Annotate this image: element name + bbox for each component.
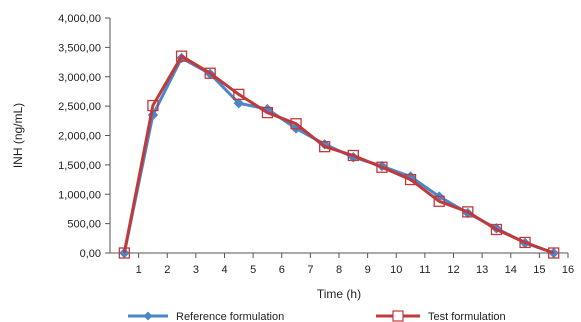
data-point-test xyxy=(118,247,130,259)
x-tick-label: 10 xyxy=(390,264,402,276)
x-tick-label: 4 xyxy=(221,264,227,276)
legend: Reference formulation Test formulation xyxy=(128,310,506,322)
data-point-test xyxy=(376,161,388,173)
x-tick-label: 2 xyxy=(164,264,170,276)
legend-label-test: Test formulation xyxy=(428,311,506,322)
x-axis-ticks: 1 2 3 4 5 6 7 8 9 10 11 12 13 14 15 16 xyxy=(136,253,574,276)
data-point-test xyxy=(433,195,445,207)
x-tick-label: 13 xyxy=(476,264,488,276)
y-tick-label: 1,000,00 xyxy=(58,189,101,201)
y-tick-label: 1,500,00 xyxy=(58,160,101,172)
x-tick-label: 7 xyxy=(307,264,313,276)
y-tick-label: 2,000,00 xyxy=(58,131,101,143)
x-tick-label: 5 xyxy=(250,264,256,276)
x-tick-label: 16 xyxy=(562,264,574,276)
series-layer xyxy=(118,50,560,259)
y-axis-title: INH (ng/mL) xyxy=(11,103,25,168)
data-point-test xyxy=(261,106,274,119)
legend-square-marker xyxy=(392,310,404,322)
x-tick-label: 12 xyxy=(447,264,459,276)
x-tick-label: 8 xyxy=(336,264,342,276)
series-line-test xyxy=(122,54,555,255)
data-point-test xyxy=(204,67,216,79)
legend-label-reference: Reference formulation xyxy=(176,311,284,322)
y-tick-label: 2,500,00 xyxy=(58,101,101,113)
legend-diamond-marker xyxy=(143,311,153,321)
data-point-test xyxy=(347,149,359,162)
y-tick-label: 3,000,00 xyxy=(58,72,101,84)
x-tick-label: 14 xyxy=(505,264,517,276)
y-tick-label: 3,500,00 xyxy=(58,42,101,54)
data-point-test xyxy=(290,118,302,130)
data-point-test xyxy=(404,173,417,186)
data-point-test xyxy=(233,88,245,101)
y-axis-ticks: 0,00 500,00 1,000,00 1,500,00 2,000,00 2,500,… xyxy=(58,13,110,260)
x-tick-label: 6 xyxy=(279,264,285,276)
legend-item-reference: Reference formulation xyxy=(128,311,284,322)
data-point-test xyxy=(319,141,331,153)
x-tick-label: 9 xyxy=(365,264,371,276)
data-point-test xyxy=(147,99,159,112)
data-point-test xyxy=(519,236,531,249)
x-axis-title: Time (h) xyxy=(317,287,361,301)
data-point-reference xyxy=(233,97,245,109)
data-point-test xyxy=(490,223,503,236)
data-point-test xyxy=(548,247,560,259)
x-tick-label: 3 xyxy=(193,264,199,276)
x-tick-label: 1 xyxy=(136,264,142,276)
y-tick-label: 0,00 xyxy=(80,248,101,260)
y-tick-label: 4,000,00 xyxy=(58,13,101,25)
x-tick-label: 11 xyxy=(419,264,430,276)
y-tick-label: 500,00 xyxy=(67,219,101,231)
x-tick-label: 15 xyxy=(533,264,545,276)
legend-item-test: Test formulation xyxy=(376,310,506,322)
chart-axes xyxy=(109,18,568,254)
data-point-test xyxy=(462,206,474,218)
data-point-test xyxy=(175,50,188,62)
